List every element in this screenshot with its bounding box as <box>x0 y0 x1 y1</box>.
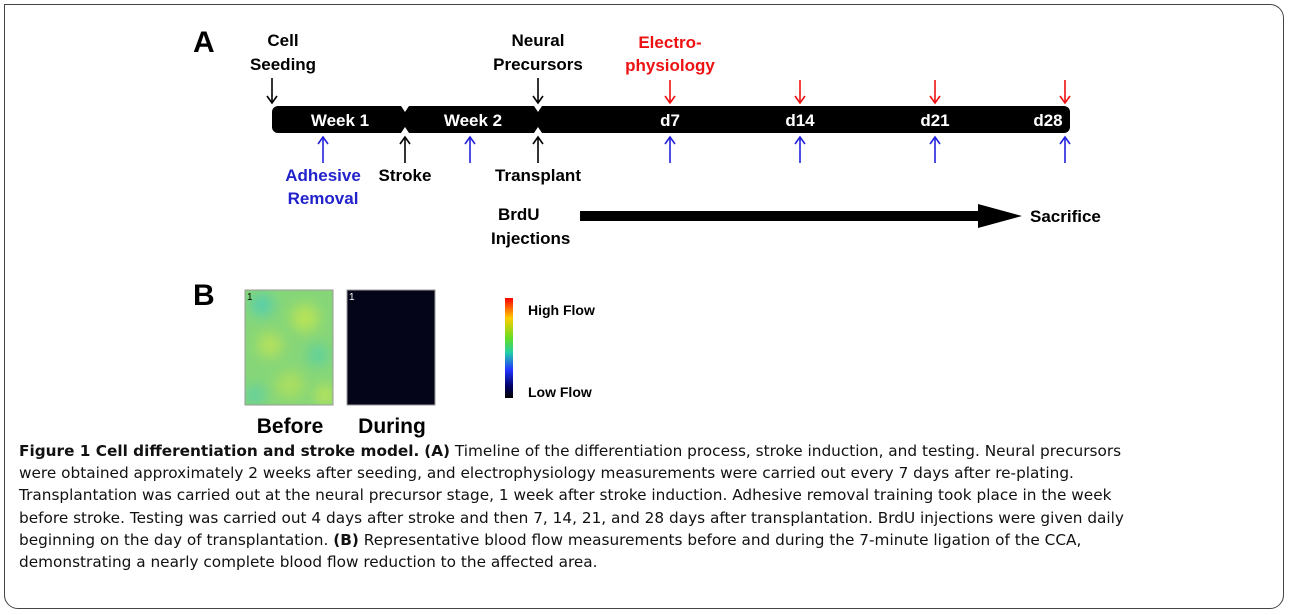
caption-text: beginning on the day of transplantation. <box>19 531 328 549</box>
caption-bold: (A) <box>424 442 450 460</box>
label: Injections <box>491 229 570 248</box>
bar-label: d7 <box>660 111 680 130</box>
bar-label: Week 2 <box>444 111 502 130</box>
color-scale <box>505 298 513 398</box>
caption: Figure 1 Cell differentiation and stroke… <box>19 440 1274 573</box>
during-image <box>347 290 435 405</box>
label: Cell <box>267 31 298 50</box>
caption-bold: Figure 1 Cell differentiation and stroke… <box>19 442 419 460</box>
scale-label: High Flow <box>528 302 595 318</box>
caption-text: Transplantation was carried out at the n… <box>19 486 1111 504</box>
caption-line: Transplantation was carried out at the n… <box>19 484 1274 506</box>
page: {"panel_a": {"letter": "A", "top_labels"… <box>0 0 1290 615</box>
caption-text: demonstrating a nearly complete blood fl… <box>19 553 598 571</box>
caption-text: were obtained approximately 2 weeks afte… <box>19 464 1074 482</box>
caption-line: beginning on the day of transplantation.… <box>19 529 1274 551</box>
label: Removal <box>288 189 359 208</box>
label: Electro- <box>638 33 701 52</box>
panel-letter: B <box>193 279 215 312</box>
label: Transplant <box>495 166 581 185</box>
before-image <box>245 290 335 405</box>
panel-letter: A <box>193 26 215 59</box>
caption-bold: (B) <box>333 531 359 549</box>
image-index: 1 <box>247 292 253 303</box>
label: Adhesive <box>285 166 361 185</box>
label: Precursors <box>493 55 583 74</box>
caption-text: Timeline of the differentiation process,… <box>450 442 1121 460</box>
figure-art: A Cell Seeding Neural Precursors Electro… <box>0 0 1290 440</box>
bar-label: d21 <box>920 111 949 130</box>
caption-line: Figure 1 Cell differentiation and stroke… <box>19 440 1274 462</box>
caption-line: demonstrating a nearly complete blood fl… <box>19 551 1274 573</box>
label: Neural <box>512 31 565 50</box>
bar-label: Week 1 <box>311 111 369 130</box>
image-index: 1 <box>349 292 355 303</box>
label: BrdU <box>498 205 540 224</box>
image-label: Before <box>257 415 324 438</box>
label: Seeding <box>250 55 316 74</box>
scale-label: Low Flow <box>528 384 592 400</box>
bar-label: d28 <box>1033 111 1062 130</box>
caption-text: before stroke. Testing was carried out 4… <box>19 509 1124 527</box>
caption-line: were obtained approximately 2 weeks afte… <box>19 462 1274 484</box>
caption-line: before stroke. Testing was carried out 4… <box>19 507 1274 529</box>
brdu-arrow <box>580 204 1022 228</box>
image-label: During <box>358 415 426 438</box>
label: physiology <box>625 56 715 75</box>
caption-text: Representative blood flow measurements b… <box>359 531 1081 549</box>
bar-label: d14 <box>785 111 815 130</box>
label: Stroke <box>379 166 432 185</box>
label: Sacrifice <box>1030 207 1101 226</box>
